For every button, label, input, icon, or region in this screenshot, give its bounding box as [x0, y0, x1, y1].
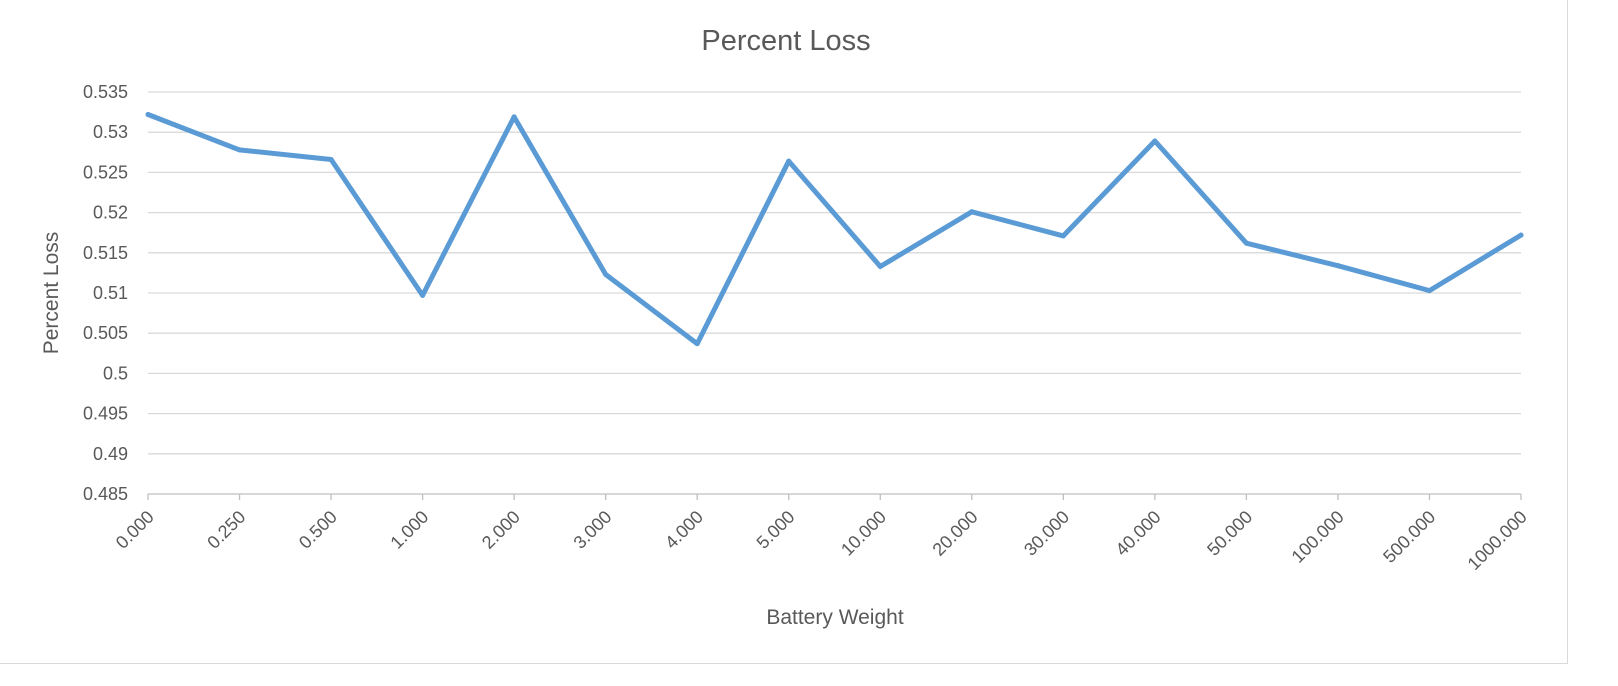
line-chart: Percent Loss 0.4850.490.4950.50.5050.510…	[40, 25, 1531, 629]
y-tick-label: 0.535	[83, 82, 128, 102]
y-tick-label: 0.53	[93, 122, 128, 142]
x-tick-label: 1.000	[386, 507, 432, 553]
x-tick-label: 20.000	[929, 507, 982, 560]
x-tick-label: 2.000	[478, 507, 524, 553]
series-line	[145, 112, 1524, 347]
y-tick-label: 0.485	[83, 484, 128, 504]
x-tick-label: 40.000	[1112, 507, 1165, 560]
y-tick-label: 0.505	[83, 323, 128, 343]
x-tick-label: 0.500	[295, 507, 341, 553]
x-tick-label: 0.250	[203, 507, 249, 553]
data-point	[969, 209, 975, 215]
y-tick-label: 0.52	[93, 203, 128, 223]
data-point	[511, 114, 517, 120]
data-point	[603, 272, 609, 278]
data-point	[1060, 233, 1066, 239]
x-tick-label: 500.000	[1379, 507, 1439, 567]
x-tick-label: 50.000	[1203, 507, 1256, 560]
data-point	[145, 112, 151, 118]
y-tick-label: 0.49	[93, 444, 128, 464]
x-tick-label: 0.000	[112, 507, 158, 553]
chart-area: Percent Loss 0.485 0.49 0.495 0.5 0.505 0.51 0…	[0, 0, 1568, 664]
gridlines	[148, 91, 1521, 455]
data-point	[1243, 240, 1249, 246]
y-tick-label: 0.515	[83, 243, 128, 263]
x-tick-label: 3.000	[570, 507, 616, 553]
y-tick-label: 0.495	[83, 404, 128, 424]
x-tick-label: 1000.000	[1464, 507, 1531, 574]
x-tick-label: 4.000	[661, 507, 707, 553]
data-point	[420, 292, 426, 298]
data-point	[1152, 138, 1158, 144]
data-point	[328, 157, 334, 163]
y-axis-title: Percent Loss	[40, 232, 63, 355]
x-axis-ticks: 0.000 0.250 0.500 1.000 2.000 3.000 4.000 5.000…	[112, 494, 1531, 574]
data-point	[237, 147, 243, 153]
x-tick-label: 30.000	[1020, 507, 1073, 560]
x-axis-title: Battery Weight	[766, 606, 904, 629]
y-tick-label: 0.525	[83, 162, 128, 182]
chart-title: Percent Loss	[701, 25, 870, 57]
x-tick-label: 100.000	[1288, 507, 1348, 567]
data-point	[786, 158, 792, 164]
x-tick-label: 5.000	[753, 507, 799, 553]
data-point	[1426, 288, 1432, 294]
y-axis-ticks: 0.485 0.49 0.495 0.5 0.505 0.51 0.515 0.52 0.525…	[83, 82, 128, 504]
series-layer	[145, 112, 1524, 347]
data-point	[1335, 263, 1341, 269]
data-point	[1518, 232, 1524, 238]
y-tick-label: 0.5	[103, 363, 128, 383]
data-point	[877, 263, 883, 269]
data-point	[694, 341, 700, 347]
y-tick-label: 0.51	[93, 283, 128, 303]
x-tick-label: 10.000	[837, 507, 890, 560]
